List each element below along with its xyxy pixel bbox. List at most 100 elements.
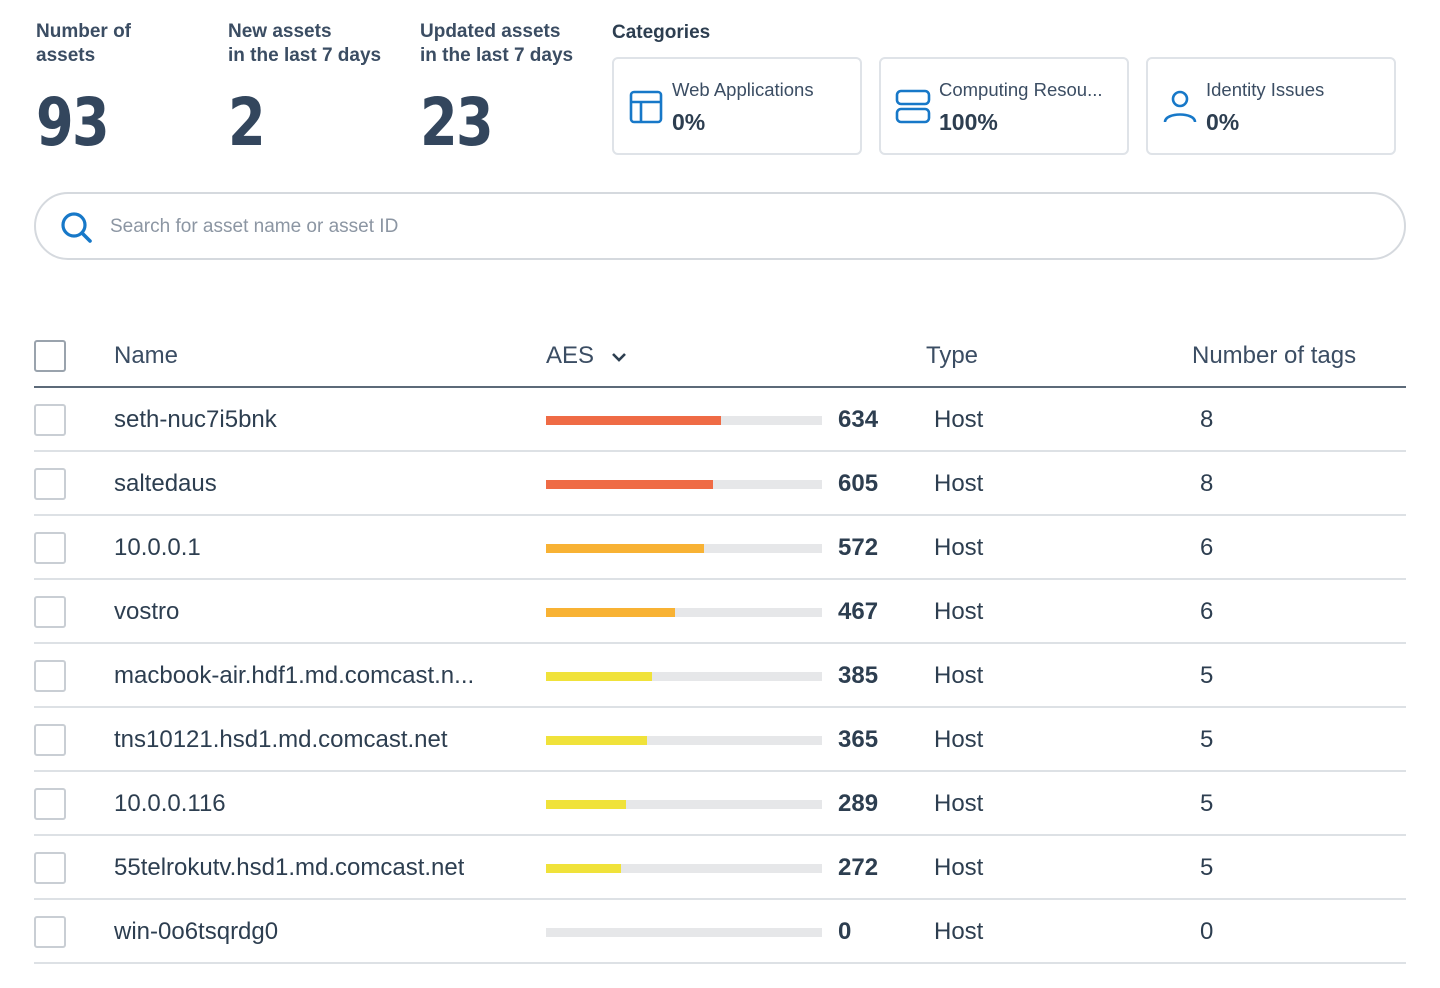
aes-score: 605 bbox=[838, 470, 879, 497]
table-row[interactable]: saltedaus 605 Host 8 bbox=[34, 452, 1406, 516]
stat-label: Updated assets in the last 7 days bbox=[420, 21, 574, 66]
aes-bar-fill bbox=[546, 864, 622, 873]
table-row[interactable]: seth-nuc7i5bnk 634 Host 8 bbox=[34, 388, 1406, 452]
aes-score: 0 bbox=[838, 918, 852, 945]
tag-count: 6 bbox=[1200, 534, 1214, 561]
tag-count: 8 bbox=[1200, 406, 1214, 433]
aes-bar bbox=[546, 544, 822, 553]
stat-updated-assets: Updated assets in the last 7 days 23 bbox=[420, 20, 573, 158]
stat-value: 93 bbox=[36, 84, 110, 161]
header-aes[interactable]: AES bbox=[546, 342, 627, 370]
table-row[interactable]: win-0o6tsqrdg0 0 Host 0 bbox=[34, 900, 1406, 964]
aes-bar bbox=[546, 608, 822, 617]
row-checkbox[interactable] bbox=[34, 852, 66, 884]
stat-value: 23 bbox=[420, 84, 494, 161]
tag-count: 0 bbox=[1200, 918, 1214, 945]
categories-title: Categories bbox=[612, 22, 711, 43]
asset-type: Host bbox=[934, 534, 984, 561]
table-body: seth-nuc7i5bnk 634 Host 8 saltedaus 605 Host 8 1… bbox=[34, 388, 1406, 964]
row-checkbox[interactable] bbox=[34, 660, 66, 692]
aes-bar-fill bbox=[546, 544, 704, 553]
asset-type: Host bbox=[934, 662, 984, 689]
aes-score: 385 bbox=[838, 662, 879, 689]
aes-score: 365 bbox=[838, 726, 879, 753]
aes-score: 634 bbox=[838, 406, 879, 433]
aes-bar bbox=[546, 800, 822, 809]
asset-name[interactable]: macbook-air.hdf1.md.comcast.n... bbox=[114, 662, 475, 689]
table-header: Name AES Type Number of tags bbox=[34, 322, 1406, 388]
table-row[interactable]: vostro 467 Host 6 bbox=[34, 580, 1406, 644]
aes-bar bbox=[546, 480, 822, 489]
aes-score: 467 bbox=[838, 598, 879, 625]
asset-name[interactable]: vostro bbox=[114, 598, 180, 625]
tag-count: 5 bbox=[1200, 662, 1214, 689]
category-name: Web Applications bbox=[672, 79, 814, 100]
aes-bar-fill bbox=[546, 800, 626, 809]
category-name: Identity Issues bbox=[1206, 79, 1325, 100]
table-row[interactable]: 10.0.0.116 289 Host 5 bbox=[34, 772, 1406, 836]
category-card-web-applications[interactable]: Web Applications 0% bbox=[612, 57, 862, 155]
select-all-checkbox[interactable] bbox=[34, 340, 66, 372]
search-input[interactable] bbox=[110, 210, 1210, 244]
asset-type: Host bbox=[934, 854, 984, 881]
category-value: 0% bbox=[1206, 109, 1240, 135]
search-icon bbox=[61, 212, 92, 243]
layout-icon bbox=[629, 90, 663, 124]
stat-label: Number of assets bbox=[36, 21, 131, 66]
asset-name[interactable]: win-0o6tsqrdg0 bbox=[114, 918, 279, 945]
chevron-down-icon bbox=[611, 352, 626, 362]
asset-type: Host bbox=[934, 918, 984, 945]
server-icon bbox=[895, 89, 931, 124]
aes-bar-fill bbox=[546, 608, 675, 617]
assets-table: Name AES Type Number of tags seth-nuc7i5… bbox=[34, 322, 1406, 964]
asset-name[interactable]: 10.0.0.116 bbox=[114, 790, 226, 817]
row-checkbox[interactable] bbox=[34, 788, 66, 820]
asset-name[interactable]: 55telrokutv.hsd1.md.comcast.net bbox=[114, 854, 465, 881]
tag-count: 6 bbox=[1200, 598, 1214, 625]
asset-type: Host bbox=[934, 598, 984, 625]
category-card-computing-resources[interactable]: Computing Resou... 100% bbox=[879, 57, 1129, 155]
category-value: 100% bbox=[939, 109, 998, 135]
aes-bar-fill bbox=[546, 480, 713, 489]
table-row[interactable]: macbook-air.hdf1.md.comcast.n... 385 Host 5 bbox=[34, 644, 1406, 708]
asset-name[interactable]: tns10121.hsd1.md.comcast.net bbox=[114, 726, 448, 753]
header-name[interactable]: Name bbox=[114, 342, 179, 369]
header-tags[interactable]: Number of tags bbox=[1192, 342, 1357, 369]
aes-bar-fill bbox=[546, 672, 653, 681]
row-checkbox[interactable] bbox=[34, 532, 66, 564]
aes-bar bbox=[546, 416, 822, 425]
header-aes-label: AES bbox=[546, 342, 595, 369]
asset-name[interactable]: seth-nuc7i5bnk bbox=[114, 406, 277, 433]
row-checkbox[interactable] bbox=[34, 596, 66, 628]
table-row[interactable]: 10.0.0.1 572 Host 6 bbox=[34, 516, 1406, 580]
asset-type: Host bbox=[934, 726, 984, 753]
row-checkbox[interactable] bbox=[34, 724, 66, 756]
category-name: Computing Resou... bbox=[939, 79, 1103, 100]
asset-type: Host bbox=[934, 406, 984, 433]
category-value: 0% bbox=[672, 109, 706, 135]
table-row[interactable]: tns10121.hsd1.md.comcast.net 365 Host 5 bbox=[34, 708, 1406, 772]
row-checkbox[interactable] bbox=[34, 404, 66, 436]
tag-count: 5 bbox=[1200, 854, 1214, 881]
tag-count: 5 bbox=[1200, 726, 1214, 753]
stat-label: New assets in the last 7 days bbox=[228, 21, 382, 66]
tag-count: 8 bbox=[1200, 470, 1214, 497]
aes-bar bbox=[546, 864, 822, 873]
user-icon bbox=[1163, 90, 1197, 123]
search-bar[interactable] bbox=[34, 192, 1406, 260]
aes-bar bbox=[546, 736, 822, 745]
aes-bar-fill bbox=[546, 736, 647, 745]
row-checkbox[interactable] bbox=[34, 916, 66, 948]
tag-count: 5 bbox=[1200, 790, 1214, 817]
row-checkbox[interactable] bbox=[34, 468, 66, 500]
asset-name[interactable]: saltedaus bbox=[114, 470, 217, 497]
aes-score: 572 bbox=[838, 534, 879, 561]
asset-type: Host bbox=[934, 790, 984, 817]
aes-bar-fill bbox=[546, 416, 721, 425]
stat-new-assets: New assets in the last 7 days 2 bbox=[228, 20, 381, 158]
header-type[interactable]: Type bbox=[926, 342, 979, 369]
category-card-identity-issues[interactable]: Identity Issues 0% bbox=[1146, 57, 1396, 155]
asset-name[interactable]: 10.0.0.1 bbox=[114, 534, 201, 561]
table-row[interactable]: 55telrokutv.hsd1.md.comcast.net 272 Host 5 bbox=[34, 836, 1406, 900]
aes-bar bbox=[546, 928, 822, 937]
